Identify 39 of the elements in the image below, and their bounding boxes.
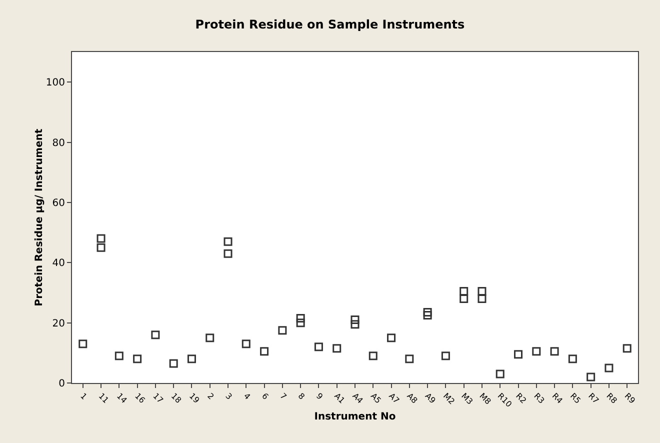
x-tick-label: M3	[460, 391, 474, 406]
x-tick-label: R2	[514, 391, 528, 406]
x-tick-label: 7	[278, 391, 288, 402]
x-tick-label: R3	[532, 391, 546, 406]
chart-title: Protein Residue on Sample Instruments	[195, 17, 465, 32]
y-axis-title: Protein Residue µg/ Instrument	[34, 128, 45, 306]
x-tick-label: 17	[151, 391, 165, 406]
x-tick-label: A8	[405, 391, 420, 406]
x-tick-label: M8	[478, 391, 493, 406]
x-tick-label: R4	[550, 391, 564, 406]
x-tick-label: 8	[296, 391, 306, 402]
y-tick-label: 100	[46, 78, 65, 89]
x-tick-label: 4	[242, 391, 252, 402]
x-tick-label: A5	[368, 391, 383, 406]
x-tick-label: R5	[568, 391, 582, 406]
x-tick-label: R8	[604, 391, 619, 406]
y-tick-label: 60	[52, 198, 65, 209]
y-tick-label: 0	[58, 378, 65, 390]
x-tick-label: R9	[622, 391, 637, 406]
x-tick-label: A4	[350, 391, 365, 406]
x-tick-label: M2	[441, 391, 456, 406]
y-tick-label: 20	[52, 318, 65, 330]
x-tick-label: 1	[78, 391, 89, 402]
x-tick-label: 2	[206, 391, 216, 402]
x-tick-label: A1	[332, 391, 346, 406]
x-tick-label: A9	[423, 391, 438, 406]
x-tick-label: 16	[133, 391, 147, 406]
x-tick-label: 14	[114, 391, 128, 406]
x-tick-label: 11	[96, 391, 110, 406]
x-tick-label: 18	[169, 391, 183, 406]
x-axis-title: Instrument No	[314, 411, 396, 422]
y-tick-label: 40	[52, 258, 65, 270]
y-tick-label: 80	[52, 138, 65, 149]
x-tick-label: A7	[387, 391, 401, 406]
x-tick-label: 6	[260, 391, 270, 402]
x-tick-label: 9	[314, 391, 324, 402]
x-tick-label: R7	[586, 391, 600, 406]
x-tick-label: 19	[187, 391, 202, 406]
x-tick-label: 3	[224, 391, 234, 402]
